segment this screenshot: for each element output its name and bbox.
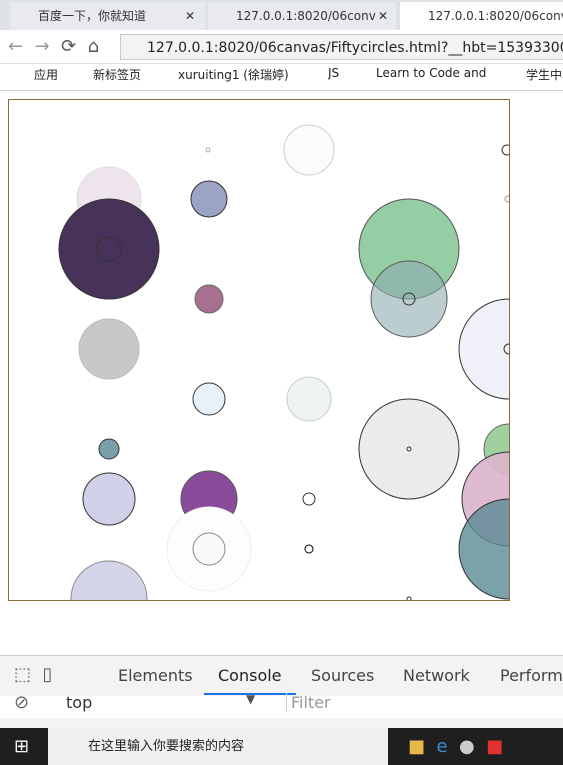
- devtools-icons[interactable]: ⬚ ▯: [14, 664, 53, 685]
- devtools-tab[interactable]: Perform: [500, 666, 563, 685]
- circle: [358, 398, 460, 500]
- circle: [98, 438, 120, 460]
- circle: [501, 144, 509, 156]
- console-toolbar: [0, 696, 563, 718]
- circle: [302, 492, 316, 506]
- devtools-tab[interactable]: Network: [403, 666, 470, 685]
- bookmark[interactable]: 学生中心: [526, 68, 563, 82]
- filter-input[interactable]: Filter: [286, 693, 563, 712]
- bookmark[interactable]: xuruiting1 (徐瑞婷): [178, 68, 289, 82]
- nav-buttons[interactable]: ← → ⟳ ⌂: [8, 36, 100, 57]
- circle: [458, 298, 509, 400]
- circle: [504, 195, 509, 203]
- circle: [406, 596, 412, 600]
- context-select[interactable]: top: [66, 693, 93, 712]
- devtools-tab[interactable]: Console: [218, 666, 282, 685]
- circle: [192, 382, 226, 416]
- start-button[interactable]: ⊞: [14, 736, 30, 757]
- tab-title: 127.0.0.1:8020/06conv: [428, 9, 563, 23]
- taskbar-search[interactable]: 在这里输入你要搜索的内容: [48, 728, 388, 765]
- bookmark[interactable]: 应用: [34, 68, 59, 82]
- circles: [58, 124, 509, 600]
- circle: [190, 180, 228, 218]
- circle: [283, 124, 335, 176]
- circle: [70, 560, 148, 600]
- bookmark[interactable]: Learn to Code and: [376, 66, 487, 80]
- circle: [370, 260, 448, 338]
- clear-icon[interactable]: ⊘: [14, 692, 30, 713]
- bookmarks-border: [0, 90, 563, 91]
- tab[interactable]: 127.0.0.1:8020/06conv ✕: [208, 2, 396, 30]
- circle: [458, 498, 509, 600]
- devtools-tab[interactable]: Sources: [311, 666, 375, 685]
- circle: [286, 376, 332, 422]
- address-bar[interactable]: 127.0.0.1:8020/06canvas/Fiftycircles.htm…: [120, 34, 563, 60]
- circle: [82, 472, 136, 526]
- taskbar-apps[interactable]: ■ e ● ■: [408, 736, 504, 757]
- active-tab-underline: [204, 693, 296, 695]
- context-arrow: ▼: [246, 692, 256, 706]
- tab-title: 127.0.0.1:8020/06conv: [236, 9, 376, 23]
- circle: [406, 446, 412, 452]
- circle: [96, 236, 122, 262]
- bookmark[interactable]: 新标签页: [93, 68, 142, 82]
- bookmark[interactable]: JS: [328, 66, 340, 80]
- circle: [304, 544, 314, 554]
- circle: [402, 292, 416, 306]
- circle: [78, 318, 140, 380]
- tab[interactable]: 127.0.0.1:8020/06conv: [400, 2, 563, 30]
- tab[interactable]: 百度一下，你就知道 ✕: [10, 2, 205, 30]
- circle: [194, 284, 224, 314]
- search-placeholder: 在这里输入你要搜索的内容: [88, 739, 245, 754]
- circle: [192, 532, 226, 566]
- tab-title: 百度一下，你就知道: [38, 9, 147, 23]
- circle: [205, 147, 211, 153]
- devtools-tab[interactable]: Elements: [118, 666, 193, 685]
- circle: [503, 343, 509, 355]
- url: 127.0.0.1:8020/06canvas/Fiftycircles.htm…: [147, 40, 563, 56]
- circle: [58, 198, 160, 300]
